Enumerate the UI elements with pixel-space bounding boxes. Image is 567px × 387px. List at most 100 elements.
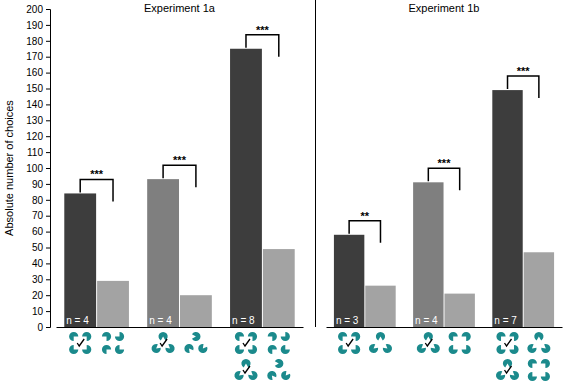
significance-label: *** — [173, 154, 187, 166]
y-tick-mark — [46, 168, 50, 169]
check-mark — [505, 339, 512, 346]
y-tick-label: 90 — [32, 179, 44, 190]
inducer — [462, 345, 471, 354]
y-tick-label: 20 — [32, 290, 44, 301]
y-axis: 0102030405060708090100110120130140150160… — [26, 4, 50, 333]
y-tick: 10 — [32, 306, 50, 317]
panel-title: Experiment 1a — [144, 2, 216, 14]
bar — [64, 193, 96, 327]
y-tick-mark — [46, 9, 50, 10]
y-tick: 30 — [32, 274, 50, 285]
inducer — [431, 344, 440, 353]
stimulus-icon — [369, 332, 392, 353]
y-tick-label: 130 — [26, 115, 43, 126]
inducer — [184, 344, 193, 353]
n-label: n = 4 — [66, 315, 89, 326]
bar — [334, 235, 364, 327]
check-mark — [160, 339, 167, 346]
y-tick-label: 40 — [32, 258, 44, 269]
y-tick-label: 160 — [26, 67, 43, 78]
significance-label: *** — [256, 24, 270, 36]
significance-bracket — [508, 76, 539, 98]
inducer — [496, 332, 505, 341]
stimulus-icons — [69, 332, 290, 380]
significance-label: *** — [517, 65, 531, 77]
y-tick: 150 — [26, 83, 50, 94]
significance-bracket — [246, 35, 279, 57]
check-mark — [505, 366, 512, 373]
y-tick: 110 — [27, 147, 50, 158]
inducer — [528, 359, 537, 368]
y-tick-mark — [46, 25, 50, 26]
x-axis — [57, 327, 304, 329]
inducer — [69, 332, 78, 341]
y-tick: 130 — [26, 115, 50, 126]
check-mark — [425, 339, 432, 346]
stimulus-icon — [338, 332, 360, 354]
inducer — [281, 332, 290, 341]
bars — [64, 49, 294, 327]
stimulus-icon — [69, 332, 91, 354]
y-tick-mark — [46, 120, 50, 121]
y-tick-label: 140 — [26, 99, 43, 110]
inducer — [165, 344, 174, 353]
y-tick-mark — [46, 152, 50, 153]
n-label: n = 4 — [149, 315, 172, 326]
bar — [413, 182, 443, 327]
y-tick: 0 — [37, 322, 50, 333]
y-tick-mark — [46, 295, 50, 296]
stimulus-icon — [268, 332, 290, 354]
stimulus-icon — [234, 359, 257, 380]
y-tick-mark — [46, 104, 50, 105]
stimulus-icon — [152, 332, 175, 353]
inducer — [235, 345, 244, 354]
stimulus-icon — [102, 332, 124, 354]
inducer — [338, 345, 347, 354]
significance-bracket — [349, 221, 380, 243]
inducer — [281, 345, 290, 354]
y-tick-mark — [46, 279, 50, 280]
x-axis-line — [57, 327, 304, 328]
bar — [97, 281, 129, 327]
bar — [230, 49, 262, 327]
inducer — [115, 332, 124, 341]
bar — [365, 286, 395, 327]
y-tick: 80 — [32, 195, 50, 206]
y-tick-mark — [46, 216, 50, 217]
inducer — [192, 332, 201, 341]
x-axis — [327, 327, 563, 329]
inducer — [541, 344, 550, 353]
stimulus-icon — [267, 359, 290, 380]
inducer — [383, 344, 392, 353]
check-mark — [346, 339, 353, 346]
chart: 0102030405060708090100110120130140150160… — [0, 0, 567, 387]
y-tick: 200 — [26, 4, 50, 15]
bar — [263, 249, 295, 327]
y-tick-label: 70 — [32, 210, 44, 221]
y-tick-label: 180 — [26, 36, 43, 47]
inducer — [510, 371, 519, 380]
inducer — [275, 359, 284, 368]
y-tick: 20 — [32, 290, 50, 301]
y-tick: 140 — [26, 99, 50, 110]
y-tick-label: 190 — [26, 20, 43, 31]
inducer — [541, 359, 550, 368]
inducer — [509, 345, 518, 354]
inducer — [376, 332, 385, 341]
bars — [334, 90, 554, 327]
inducer — [496, 345, 505, 354]
panel-divider — [315, 0, 316, 327]
bar — [180, 295, 212, 327]
significance-label: *** — [438, 157, 452, 169]
bar — [147, 179, 179, 327]
inducer — [115, 345, 124, 354]
n-label: n = 7 — [494, 315, 517, 326]
inducer — [528, 372, 537, 381]
check-mark — [243, 366, 250, 373]
inducer — [235, 332, 244, 341]
y-tick-mark — [46, 41, 50, 42]
stimulus-icons — [338, 332, 550, 381]
y-tick-mark — [46, 311, 50, 312]
y-tick-mark — [46, 57, 50, 58]
bar — [492, 90, 522, 327]
